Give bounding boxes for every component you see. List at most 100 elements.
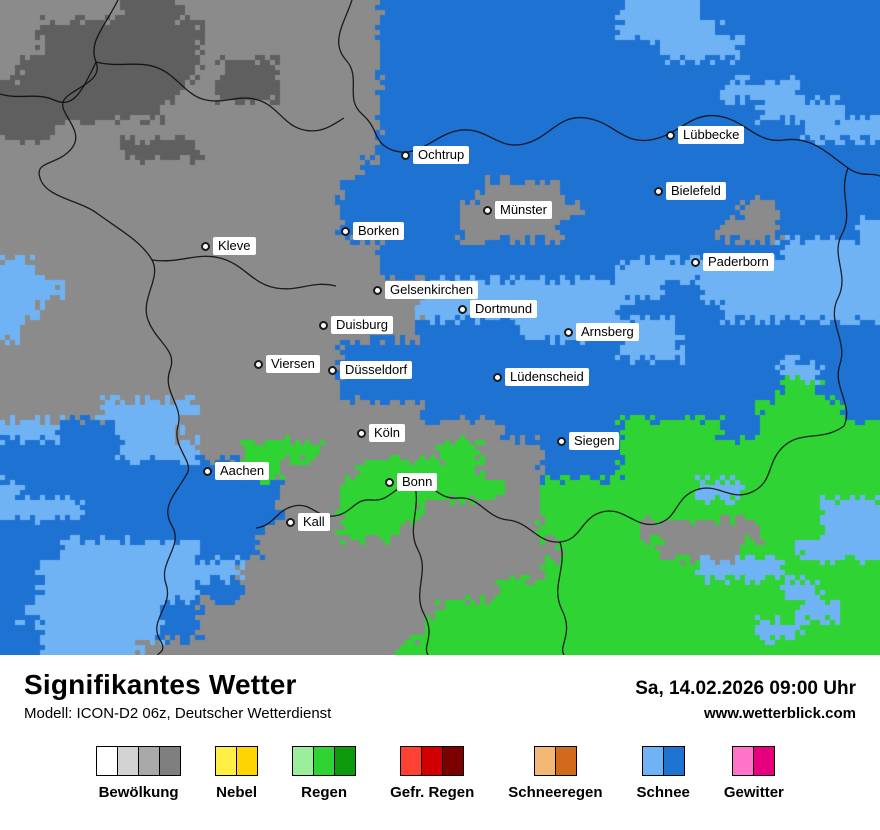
legend-swatches	[533, 746, 577, 776]
city-dot-icon	[557, 436, 566, 446]
city-marker: Lüdenscheid	[493, 368, 589, 386]
website-text: www.wetterblick.com	[704, 705, 856, 722]
city-marker: Ochtrup	[401, 146, 470, 164]
legend-swatch	[442, 746, 465, 776]
legend-swatch	[421, 746, 444, 776]
title-row: Signifikantes Wetter Sa, 14.02.2026 09:0…	[24, 669, 856, 701]
legend-label: Regen	[301, 784, 348, 801]
city-dot-icon	[203, 466, 212, 476]
weather-map: Ochtrup Lübbecke Münster Bielefeld Borken Kle…	[0, 0, 880, 655]
legend-swatch	[236, 746, 259, 776]
legend-label: Nebel	[216, 784, 258, 801]
city-marker: Gelsenkirchen	[373, 281, 479, 299]
legend-swatches	[732, 746, 776, 776]
legend-swatch	[554, 746, 577, 776]
footer: Signifikantes Wetter Sa, 14.02.2026 09:0…	[0, 655, 880, 801]
city-dot-icon	[328, 365, 337, 375]
city-marker: Siegen	[557, 432, 620, 450]
legend: Bewölkung Nebel Regen Gefr. Regen Schneerege…	[24, 746, 856, 801]
legend-swatch	[400, 746, 423, 776]
city-label: Dortmund	[470, 300, 538, 318]
city-dot-icon	[401, 150, 410, 160]
city-dot-icon	[357, 428, 366, 438]
city-label: Ochtrup	[413, 146, 470, 164]
legend-swatch	[334, 746, 357, 776]
city-marker: Düsseldorf	[328, 361, 413, 379]
legend-label: Gefr. Regen	[390, 784, 475, 801]
city-marker: Paderborn	[691, 253, 774, 271]
legend-swatch	[96, 746, 119, 776]
city-label: Kleve	[213, 237, 256, 255]
legend-group: Bewölkung	[96, 746, 182, 801]
legend-swatch	[662, 746, 685, 776]
city-marker: Bielefeld	[654, 182, 726, 200]
legend-label: Schneeregen	[508, 784, 603, 801]
city-marker: Lübbecke	[666, 126, 745, 144]
city-label: Köln	[369, 424, 406, 442]
city-marker: Köln	[357, 424, 406, 442]
page-title: Signifikantes Wetter	[24, 669, 297, 700]
city-label: Bielefeld	[666, 182, 726, 200]
city-dot-icon	[691, 257, 700, 267]
legend-swatch	[641, 746, 664, 776]
legend-swatch	[215, 746, 238, 776]
city-marker: Bonn	[385, 473, 438, 491]
model-info: Modell: ICON-D2 06z, Deutscher Wetterdie…	[24, 705, 332, 722]
city-label: Münster	[495, 201, 552, 219]
city-marker: Kall	[286, 513, 330, 531]
city-label: Kall	[298, 513, 330, 531]
legend-swatch	[533, 746, 556, 776]
forecast-datetime: Sa, 14.02.2026 09:00 Uhr	[635, 678, 856, 699]
city-label: Borken	[353, 222, 405, 240]
legend-swatches	[400, 746, 465, 776]
legend-swatches	[215, 746, 259, 776]
city-dot-icon	[373, 285, 382, 295]
city-marker: Borken	[341, 222, 405, 240]
city-label: Siegen	[569, 432, 620, 450]
meta-row: Modell: ICON-D2 06z, Deutscher Wetterdie…	[24, 705, 856, 722]
legend-swatch	[292, 746, 315, 776]
city-label: Lüdenscheid	[505, 368, 589, 386]
city-marker: Duisburg	[319, 316, 394, 334]
legend-group: Gefr. Regen	[390, 746, 474, 801]
city-dot-icon	[654, 186, 663, 196]
city-dot-icon	[341, 226, 350, 236]
city-marker: Dortmund	[458, 300, 538, 318]
legend-swatch	[732, 746, 755, 776]
legend-swatches	[292, 746, 357, 776]
legend-swatches	[641, 746, 685, 776]
city-marker: Arnsberg	[564, 323, 639, 341]
city-dot-icon	[564, 327, 573, 337]
legend-swatch	[117, 746, 140, 776]
city-label: Lübbecke	[678, 126, 745, 144]
legend-label: Schnee	[636, 784, 690, 801]
city-label: Duisburg	[331, 316, 394, 334]
legend-swatches	[96, 746, 182, 776]
legend-group: Gewitter	[724, 746, 784, 801]
city-dot-icon	[666, 130, 675, 140]
legend-group: Nebel	[215, 746, 259, 801]
city-label: Viersen	[266, 355, 320, 373]
city-label: Aachen	[215, 462, 270, 480]
city-label: Bonn	[397, 473, 438, 491]
legend-swatch	[159, 746, 182, 776]
city-marker: Viersen	[254, 355, 320, 373]
legend-swatch	[313, 746, 336, 776]
legend-label: Bewölkung	[98, 784, 179, 801]
city-dot-icon	[254, 359, 263, 369]
city-marker: Aachen	[203, 462, 270, 480]
city-dot-icon	[201, 241, 210, 251]
city-dot-icon	[458, 304, 467, 314]
city-dot-icon	[493, 372, 502, 382]
city-dot-icon	[319, 320, 328, 330]
city-label: Düsseldorf	[340, 361, 413, 379]
city-label: Paderborn	[703, 253, 774, 271]
city-dot-icon	[385, 477, 394, 487]
legend-group: Regen	[292, 746, 357, 801]
legend-swatch	[753, 746, 776, 776]
legend-swatch	[138, 746, 161, 776]
city-marker: Münster	[483, 201, 552, 219]
city-layer: Ochtrup Lübbecke Münster Bielefeld Borken Kle…	[201, 126, 774, 531]
city-marker: Kleve	[201, 237, 256, 255]
